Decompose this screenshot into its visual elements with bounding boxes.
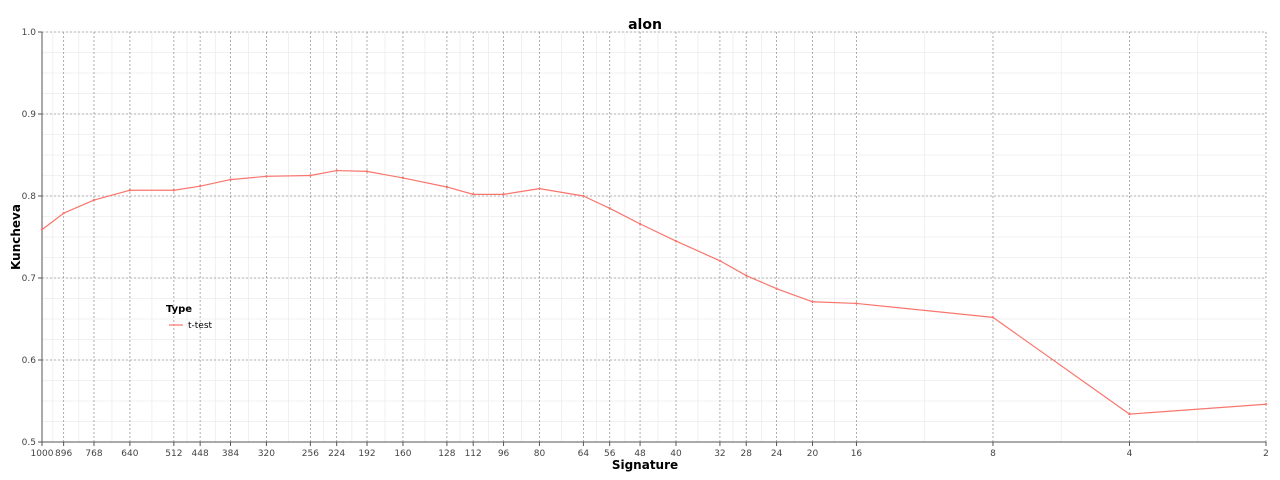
series-segment-t-test [1128,403,1267,415]
x-tick-label: 48 [634,449,646,459]
y-tick-label: 0.5 [22,438,36,448]
data-point-448 [198,184,202,188]
x-tick-label: 256 [302,449,319,459]
series-layer [40,169,1268,416]
series-segment-t-test [719,260,747,277]
series-segment-t-test [811,301,858,305]
legend-title: Type [166,304,192,315]
x-tick-label: 112 [465,449,482,459]
data-point-512 [172,189,176,192]
series-segment-t-test [41,212,65,231]
x-tick-label: 2 [1263,449,1269,459]
data-point-16 [855,302,858,305]
data-point-768 [92,198,96,202]
data-point-40 [674,239,678,243]
x-tick-label: 4 [1127,449,1133,459]
data-point-1000 [40,228,44,231]
data-point-32 [718,259,722,262]
x-tick-label: 80 [534,449,546,459]
x-tick-label: 96 [498,449,510,459]
data-point-896 [62,212,65,215]
data-point-8 [991,316,995,319]
data-point-112 [471,193,475,196]
series-segment-t-test [173,185,201,191]
series-segment-t-test [93,189,131,201]
x-tick-label: 384 [222,449,239,459]
x-tick-label: 192 [358,449,375,459]
data-point-2 [1264,403,1268,406]
x-tick-label: 1000 [31,449,54,459]
x-tick-label: 128 [438,449,455,459]
chart-title: alon [628,17,662,33]
x-tick-label: 40 [670,449,682,459]
data-point-128 [445,185,449,189]
data-point-256 [309,174,312,177]
data-point-56 [608,207,611,210]
series-segment-t-test [639,223,677,242]
data-point-320 [265,175,268,178]
x-tick-label: 20 [807,449,819,459]
series-segment-t-test [265,174,311,177]
data-point-20 [811,300,814,303]
series-segment-t-test [609,207,641,225]
data-point-224 [335,169,338,172]
series-segment-t-test [582,195,611,209]
series-segment-t-test [309,169,338,177]
series-segment-t-test [775,288,814,303]
x-tick-label: 64 [578,449,590,459]
x-tick-label: 320 [258,449,275,459]
x-tick-label: 448 [192,449,209,459]
data-point-80 [538,187,541,190]
x-axis-label: Signature [612,458,678,472]
x-tick-label: 16 [851,449,863,459]
data-point-24 [775,287,778,290]
data-point-4 [1128,412,1131,416]
data-point-48 [638,222,642,226]
series-segment-t-test [538,188,585,197]
data-point-64 [582,194,585,198]
y-tick-label: 1.0 [22,28,37,38]
x-tick-label: 28 [740,449,752,459]
x-tick-label: 56 [604,449,616,459]
series-segment-t-test [199,179,232,187]
x-tick-label: 8 [990,449,996,459]
x-tick-label: 24 [771,449,783,459]
legend: Type t-test [166,304,213,331]
x-tick-label: 512 [165,449,182,459]
x-tick-label: 32 [714,449,725,459]
series-segment-t-test [229,175,268,181]
series-segment-t-test [675,240,721,262]
series-segment-t-test [502,188,541,195]
y-tick-label: 0.7 [22,274,36,284]
data-point-160 [401,176,405,180]
series-segment-t-test [745,274,778,290]
x-tick-label: 640 [121,449,138,459]
data-point-96 [502,193,505,196]
series-segment-t-test [366,170,404,179]
legend-label-t-test: t-test [188,321,213,331]
series-segment-t-test [336,169,368,172]
series-segment-t-test [446,186,474,195]
x-tick-label: 768 [85,449,102,459]
data-point-640 [128,189,132,192]
grid [41,31,1267,443]
series-t-test [40,169,1268,416]
x-tick-label: 160 [394,449,411,459]
x-tick-label: 224 [328,449,345,459]
series-segment-t-test [63,199,95,214]
y-tick-label: 0.8 [22,192,37,202]
x-tick-label: 896 [55,449,72,459]
series-segment-t-test [402,177,448,188]
data-point-384 [229,178,232,181]
data-point-28 [745,274,748,277]
y-tick-label: 0.9 [22,110,37,120]
series-segment-t-test [992,316,1131,415]
y-tick-label: 0.6 [22,356,37,366]
series-segment-t-test [855,302,994,318]
data-point-192 [365,170,369,173]
y-axis-label: Kuncheva [9,204,23,270]
